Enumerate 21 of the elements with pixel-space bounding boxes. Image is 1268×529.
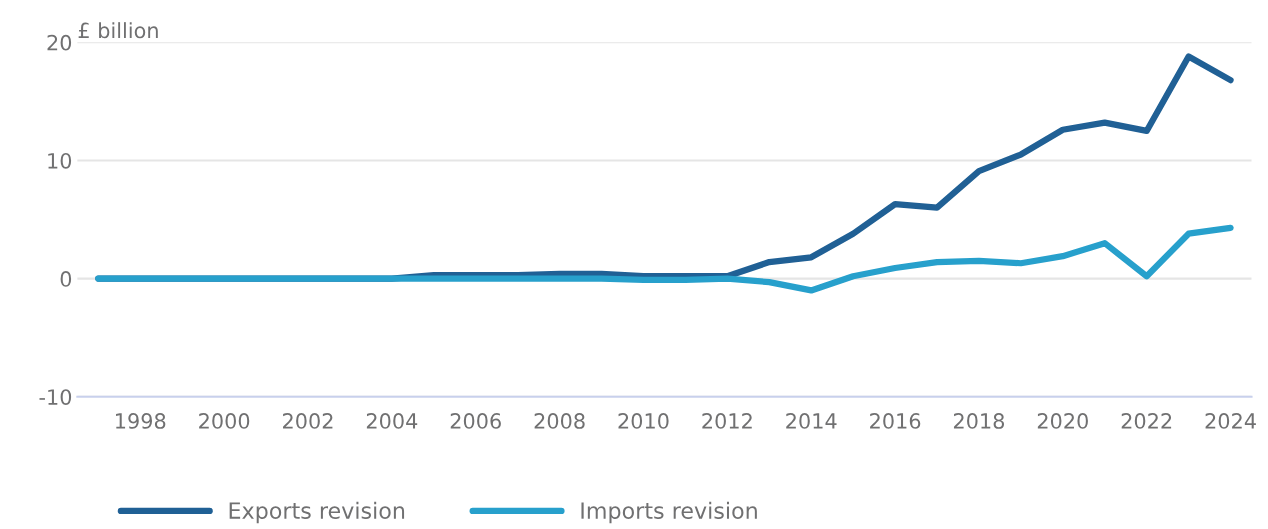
x-tick-label: 2014 (786, 413, 837, 429)
x-tick-label: 2002 (283, 413, 333, 429)
x-tick-label: 2000 (199, 413, 250, 429)
x-tick-label: 2020 (1037, 413, 1088, 429)
y-tick-label: 0 (60, 271, 72, 287)
x-tick-label: 2010 (618, 413, 669, 429)
x-tick-label: 2022 (1121, 413, 1172, 429)
y-tick-label: 10 (48, 152, 72, 169)
y-axis-title: £ billion (78, 22, 158, 39)
y-tick-label: -10 (39, 389, 72, 405)
x-tick-label: 2024 (1205, 413, 1256, 429)
y-tick-label: 20 (47, 34, 72, 51)
x-tick-label: 2016 (870, 413, 921, 429)
x-tick-label: 2012 (702, 413, 752, 429)
legend-label: Imports revision (581, 501, 757, 524)
legend-label: Exports revision (229, 501, 405, 524)
x-tick-label: 2004 (366, 413, 418, 429)
x-tick-label: 2008 (534, 413, 585, 429)
x-tick-label: 2018 (953, 413, 1005, 429)
x-tick-label: 1998 (116, 413, 166, 429)
x-tick-label: 2006 (450, 413, 501, 429)
